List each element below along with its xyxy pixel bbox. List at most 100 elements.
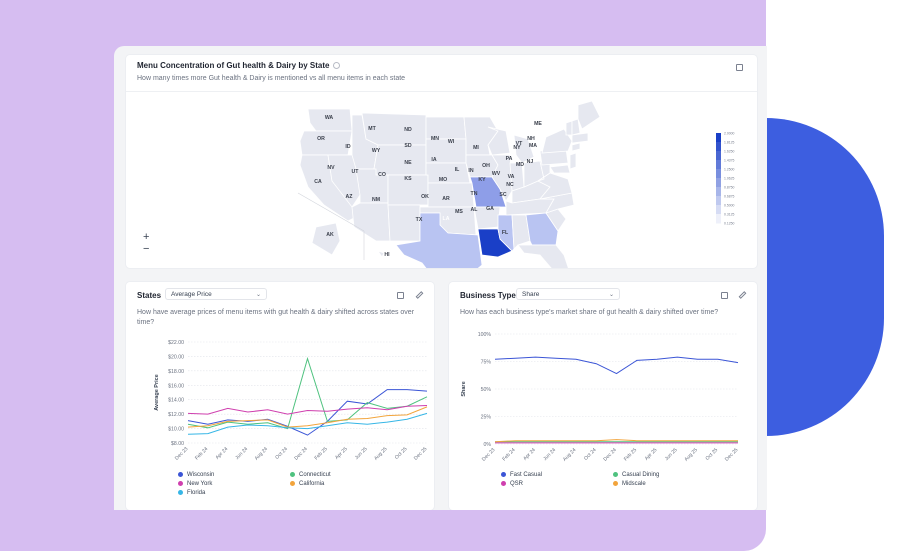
state-label: AL (471, 207, 479, 213)
legend-item[interactable]: Fast Casual (501, 472, 542, 478)
state-me[interactable] (577, 100, 601, 130)
state-label: AK (326, 232, 334, 238)
legend-item[interactable]: Florida (178, 490, 205, 496)
state-label: VA (508, 174, 515, 180)
series-line-connecticut[interactable] (187, 356, 428, 430)
x-tick-label: Dec 25 (413, 446, 429, 462)
export-icon[interactable] (397, 292, 404, 299)
series-line-new-york[interactable] (187, 405, 428, 415)
state-label: WV (492, 171, 501, 177)
state-label: NE (404, 160, 412, 166)
legend-tick-label: 1.4375 (724, 159, 734, 163)
state-vt[interactable] (565, 120, 573, 136)
export-icon[interactable] (721, 292, 728, 299)
series-line-wisconsin[interactable] (187, 389, 428, 436)
legend-item[interactable]: Casual Dining (613, 472, 659, 478)
x-tick-label: Jun 25 (664, 447, 679, 462)
y-tick-label: $10.00 (168, 427, 184, 433)
series-line-fast-casual[interactable] (494, 356, 739, 375)
business-type-line-chart: 0% 25% 50% 75% 100% Share Dec 23 Feb 24 Apr 24 Ju… (461, 332, 740, 463)
series-line-florida[interactable] (187, 412, 428, 435)
state-label: WY (372, 148, 381, 154)
state-fl[interactable] (517, 244, 572, 268)
legend-item[interactable]: New York (178, 481, 212, 487)
state-ny[interactable] (541, 128, 573, 154)
legend-tick-label: 2.0000 (724, 132, 734, 136)
state-ne[interactable] (425, 162, 471, 184)
state-or[interactable] (299, 130, 353, 156)
state-label: CO (378, 172, 386, 178)
series-line-midscale[interactable] (494, 439, 738, 443)
y-tick-label: $18.00 (168, 369, 184, 375)
states-legend: Wisconsin Connecticut New York Californi… (178, 472, 428, 502)
y-tick-label: 100% (478, 332, 492, 338)
series-line-california[interactable] (187, 406, 428, 428)
state-al[interactable] (511, 214, 531, 250)
inset-divider (297, 192, 365, 232)
legend-item[interactable]: QSR (501, 481, 523, 487)
state-wy[interactable] (373, 144, 427, 176)
state-nh[interactable] (571, 118, 581, 136)
legend-item[interactable]: Wisconsin (178, 472, 214, 478)
business-legend: Fast Casual Casual Dining QSR Midscale (501, 472, 751, 502)
legend-swatch (290, 481, 295, 486)
states-card-title: States (137, 291, 162, 300)
legend-color-step (716, 187, 721, 197)
map-card: Menu Concentration of Gut health & Dairy… (126, 55, 757, 268)
chevron-down-icon: ⌄ (255, 292, 261, 298)
legend-item[interactable]: Midscale (613, 481, 646, 487)
states-card-subtitle: How have average prices of menu items wi… (137, 309, 415, 326)
state-label: UT (352, 169, 360, 175)
state-nj[interactable] (569, 152, 577, 170)
state-ks[interactable] (427, 182, 475, 208)
legend-color-step (716, 178, 721, 188)
states-metric-select[interactable]: Average Price ⌄ (165, 288, 267, 300)
legend-swatch (613, 472, 618, 477)
info-icon[interactable] (333, 62, 341, 70)
legend-swatch (178, 481, 183, 486)
states-metric-value: Average Price (171, 291, 212, 298)
y-axis-label: Share (461, 381, 467, 396)
legend-tick-label: 1.6250 (724, 150, 734, 154)
legend-label: Midscale (622, 481, 646, 488)
state-ak[interactable] (311, 222, 341, 256)
state-label: OH (482, 163, 490, 169)
x-tick-label: Oct 25 (705, 447, 720, 462)
legend-tick-label: 0.8750 (724, 186, 734, 190)
state-label: NJ (527, 159, 534, 165)
x-tick-label: Feb 24 (501, 447, 516, 462)
x-tick-label: Feb 25 (314, 446, 329, 461)
zoom-out-button[interactable]: − (143, 243, 150, 255)
zoom-in-button[interactable]: + (143, 231, 150, 243)
state-ct[interactable] (571, 142, 581, 152)
state-label: FL (502, 230, 509, 236)
us-choropleth-map[interactable]: WA OR CA NV ID MT WY UT AZ CO NM ND SD NE KS OK TX MN IA MO… (126, 55, 757, 268)
state-label: AZ (346, 194, 354, 200)
y-tick-label: 50% (481, 387, 492, 393)
state-hi[interactable] (377, 250, 385, 258)
x-tick-label: Jun 24 (542, 447, 557, 462)
state-label: AR (442, 196, 450, 202)
state-md[interactable] (549, 164, 571, 174)
state-nm[interactable] (387, 204, 421, 242)
map-card-title: Menu Concentration of Gut health & Dairy… (137, 61, 341, 70)
state-label: TN (471, 191, 478, 197)
state-mi[interactable] (513, 134, 535, 164)
state-az[interactable] (351, 202, 391, 242)
business-metric-select[interactable]: Share ⌄ (516, 288, 620, 300)
x-tick-label: Apr 25 (644, 447, 659, 462)
state-il[interactable] (491, 154, 513, 202)
state-label: NY (513, 145, 521, 151)
state-ma[interactable] (571, 132, 589, 144)
legend-item[interactable]: Connecticut (290, 472, 331, 478)
states-card: States Average Price ⌄ How have average p… (126, 282, 434, 510)
x-tick-label: Oct 25 (394, 446, 409, 461)
export-icon[interactable] (736, 64, 743, 71)
state-label: ND (404, 127, 412, 133)
map-card-subtitle: How many times more Gut health & Dairy i… (137, 75, 406, 82)
state-mn[interactable] (463, 116, 499, 156)
legend-item[interactable]: California (290, 481, 324, 487)
x-tick-label: Aug 24 (254, 446, 270, 462)
x-tick-label: Aug 25 (683, 447, 699, 463)
state-tx[interactable] (395, 212, 483, 268)
